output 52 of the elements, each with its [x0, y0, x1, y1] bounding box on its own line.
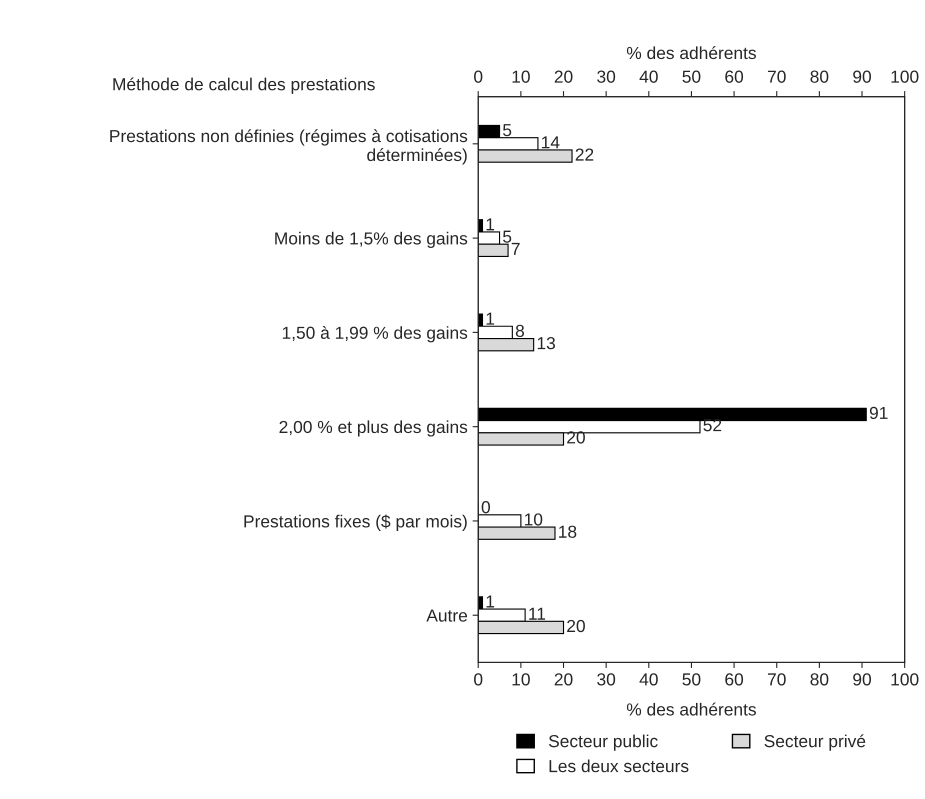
x-tick-label: 100	[891, 673, 918, 686]
data-label: 11	[529, 608, 546, 620]
x-tick-label: 90	[853, 673, 871, 686]
x2-tick-label: 90	[853, 70, 871, 83]
data-label: 1	[486, 218, 494, 230]
x2-tick-label: 10	[512, 70, 530, 83]
x-tick-label: 80	[810, 673, 828, 686]
y-tick-label: Moins de 1,5% des gains	[275, 232, 468, 248]
x2-tick-label: 100	[891, 70, 918, 83]
x-tick-label: 10	[512, 673, 530, 686]
legend-label: Les deux secteurs	[550, 760, 688, 772]
data-label: 20	[567, 620, 585, 632]
data-label: 22	[576, 148, 594, 161]
x2-tick-label: 0	[474, 70, 482, 83]
x-tick-label: 0	[474, 673, 482, 686]
y-tick-label: 1,50 à 1,99 % des gains	[282, 326, 468, 342]
y-tick-label: Autre	[426, 610, 468, 622]
x-tick-label: 20	[554, 673, 572, 686]
x-axis-title: % des adhérents	[626, 702, 756, 716]
data-label: 7	[512, 242, 520, 255]
data-label: 10	[524, 513, 542, 526]
x2-tick-label: 20	[554, 70, 572, 83]
data-label: 20	[567, 431, 585, 444]
x-tick-label: 30	[597, 673, 616, 686]
data-label: 91	[870, 406, 888, 420]
x2-tick-label: 70	[768, 70, 786, 83]
data-label: 18	[559, 526, 576, 538]
data-label: 1	[486, 596, 494, 608]
data-label: 14	[542, 136, 560, 148]
x-tick-label: 50	[682, 673, 700, 686]
data-label: 8	[516, 324, 524, 338]
data-label: 5	[503, 230, 512, 243]
x-tick-label: 60	[725, 673, 744, 686]
x2-tick-label: 40	[640, 70, 658, 83]
x2-tick-label: 80	[810, 70, 828, 83]
data-label: 0	[482, 501, 490, 514]
x2-axis-title: % des adhérents	[626, 46, 756, 60]
legend-label: Secteur public	[548, 734, 658, 751]
x2-tick-label: 30	[597, 70, 616, 83]
data-label: 13	[538, 337, 555, 350]
y-axis-title: Méthode de calcul des prestations	[113, 77, 375, 94]
legend-label: Secteur privé	[764, 734, 866, 751]
data-label: 52	[703, 419, 722, 432]
x2-tick-label: 50	[682, 70, 700, 83]
x-tick-label: 40	[640, 673, 658, 686]
x-tick-label: 70	[768, 673, 786, 686]
y-tick-label: 2,00 % et plus des gains	[280, 420, 468, 437]
data-label: 1	[486, 312, 494, 325]
y-tick-label: Prestations fixes ($ par mois)	[244, 514, 467, 531]
y-tick-label: Prestations non définies (régimes à cotisations déterminées)	[110, 129, 468, 165]
x2-tick-label: 60	[725, 70, 744, 83]
data-label: 5	[503, 124, 512, 136]
